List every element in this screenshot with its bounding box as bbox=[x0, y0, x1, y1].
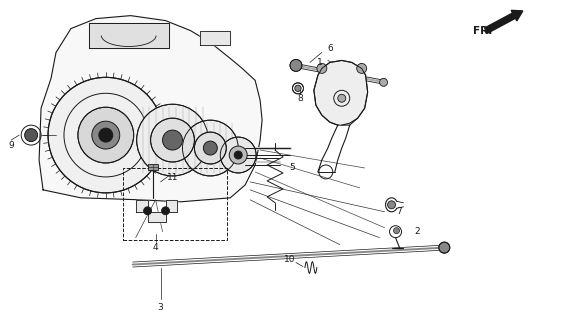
Circle shape bbox=[48, 77, 163, 193]
Circle shape bbox=[92, 121, 120, 149]
Text: 3: 3 bbox=[158, 303, 163, 312]
Circle shape bbox=[204, 141, 217, 155]
Circle shape bbox=[163, 130, 182, 150]
Circle shape bbox=[182, 120, 238, 176]
Polygon shape bbox=[200, 31, 230, 45]
Circle shape bbox=[162, 207, 170, 215]
Polygon shape bbox=[314, 60, 367, 125]
Text: 5: 5 bbox=[289, 164, 295, 172]
Circle shape bbox=[137, 104, 208, 176]
Circle shape bbox=[388, 201, 396, 209]
FancyArrow shape bbox=[485, 10, 523, 33]
Circle shape bbox=[234, 151, 242, 159]
Polygon shape bbox=[89, 23, 168, 49]
Text: FR.: FR. bbox=[473, 26, 493, 36]
Circle shape bbox=[295, 85, 301, 92]
Bar bbox=[122, 168, 227, 240]
Circle shape bbox=[356, 63, 367, 73]
Circle shape bbox=[229, 146, 247, 164]
Circle shape bbox=[220, 137, 256, 173]
Polygon shape bbox=[39, 16, 262, 202]
Circle shape bbox=[78, 107, 133, 163]
Circle shape bbox=[380, 78, 388, 86]
Circle shape bbox=[338, 94, 346, 102]
Circle shape bbox=[290, 60, 302, 71]
Text: 8: 8 bbox=[297, 94, 303, 103]
Circle shape bbox=[99, 128, 113, 142]
Circle shape bbox=[439, 242, 450, 253]
Text: 1: 1 bbox=[317, 58, 323, 67]
Circle shape bbox=[393, 228, 400, 234]
Circle shape bbox=[144, 207, 152, 215]
Circle shape bbox=[194, 132, 227, 164]
Text: 2: 2 bbox=[415, 227, 420, 236]
Text: 10: 10 bbox=[284, 255, 296, 264]
Text: 7: 7 bbox=[397, 207, 402, 216]
Circle shape bbox=[151, 118, 194, 162]
Circle shape bbox=[25, 129, 37, 141]
Circle shape bbox=[317, 63, 327, 73]
Bar bbox=[148, 164, 158, 170]
Text: 4: 4 bbox=[153, 243, 158, 252]
Text: 11: 11 bbox=[167, 173, 178, 182]
Text: 6: 6 bbox=[327, 44, 333, 53]
Polygon shape bbox=[136, 200, 178, 222]
Text: 9: 9 bbox=[8, 140, 14, 149]
